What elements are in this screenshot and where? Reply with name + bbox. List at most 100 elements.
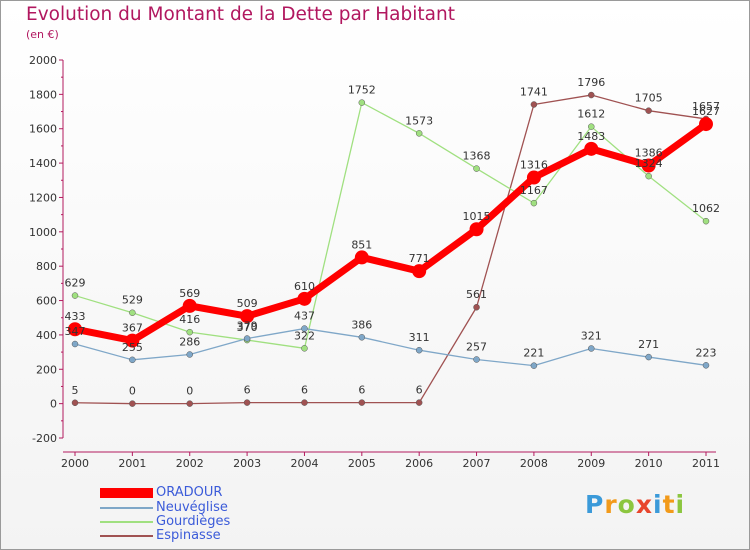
legend-label-oradour: ORADOUR — [156, 485, 223, 500]
x-tick-label: 2001 — [118, 457, 146, 470]
data-label-gourdieges: 416 — [179, 313, 200, 326]
legend-swatch-neuveglise — [100, 507, 153, 509]
data-point-neuveglise — [588, 345, 595, 352]
data-point-espinasse — [186, 400, 193, 407]
x-tick-label: 2005 — [348, 457, 376, 470]
legend-item-espinasse: Espinasse — [100, 528, 340, 543]
data-point-oradour — [699, 117, 713, 132]
legend-label-espinasse: Espinasse — [156, 528, 221, 543]
series-line-oradour — [71, 120, 710, 345]
logo-letter: i — [653, 490, 663, 519]
data-point-oradour — [641, 158, 656, 173]
data-label-espinasse: 6 — [358, 384, 365, 397]
data-point-gourdieges — [702, 217, 710, 225]
legend-item-oradour: ORADOUR — [100, 485, 340, 500]
logo-letter: r — [604, 490, 618, 519]
legend-label-gourdieges: Gourdièges — [156, 514, 231, 529]
legend-label-neuveglise: Neuvéglise — [156, 500, 228, 515]
data-label-espinasse: 1657 — [692, 100, 720, 113]
data-point-gourdieges — [588, 123, 595, 130]
data-label-neuveglise: 379 — [237, 320, 258, 333]
data-point-espinasse — [473, 303, 480, 311]
data-point-espinasse — [358, 399, 366, 406]
data-label-oradour: 1316 — [520, 159, 548, 172]
data-label-oradour: 569 — [179, 287, 200, 300]
data-label-neuveglise: 347 — [65, 325, 86, 338]
series-line-gourdieges — [74, 101, 707, 349]
data-label-espinasse: 1741 — [520, 86, 548, 99]
logo-letter: x — [635, 490, 653, 519]
data-point-gourdieges — [71, 292, 79, 299]
data-label-espinasse: 6 — [244, 384, 251, 397]
x-tick-label: 2008 — [520, 457, 548, 470]
legend-item-gourdieges: Gourdièges — [100, 514, 340, 529]
legend-item-neuveglise: Neuvéglise — [100, 500, 340, 515]
data-point-neuveglise — [702, 362, 710, 369]
data-label-neuveglise: 311 — [409, 331, 430, 344]
y-tick-label: 200 — [36, 363, 57, 376]
data-label-oradour: 509 — [237, 297, 258, 310]
data-point-gourdieges — [473, 165, 480, 172]
data-label-gourdieges: 1573 — [405, 114, 433, 127]
data-point-oradour — [412, 264, 427, 279]
data-label-gourdieges: 1167 — [520, 184, 548, 197]
y-tick-label: 1400 — [29, 157, 57, 170]
data-label-gourdieges: 1612 — [577, 108, 605, 121]
data-point-neuveglise — [186, 351, 193, 358]
data-label-oradour: 1627 — [692, 105, 720, 118]
data-point-oradour — [240, 309, 255, 324]
data-point-neuveglise — [71, 340, 79, 348]
data-label-neuveglise: 437 — [294, 310, 315, 323]
data-point-neuveglise — [129, 356, 136, 364]
y-tick-label: 2000 — [29, 54, 57, 67]
data-point-oradour — [354, 250, 369, 265]
logo-letter: i — [675, 490, 686, 519]
data-point-espinasse — [415, 399, 423, 406]
data-point-gourdieges — [645, 172, 652, 180]
data-label-espinasse: 0 — [186, 385, 193, 398]
data-label-neuveglise: 221 — [523, 347, 544, 360]
data-label-oradour: 1386 — [635, 146, 663, 159]
data-label-espinasse: 561 — [466, 288, 487, 301]
data-label-espinasse: 6 — [301, 384, 308, 397]
data-label-neuveglise: 286 — [179, 335, 200, 348]
data-label-oradour: 610 — [294, 280, 315, 293]
x-tick-label: 2000 — [61, 457, 89, 470]
data-point-gourdieges — [530, 199, 538, 207]
y-tick-label: 400 — [36, 329, 57, 342]
data-point-espinasse — [588, 91, 595, 99]
data-label-espinasse: 6 — [416, 384, 423, 397]
proxiti-logo: Proxiti — [585, 490, 685, 519]
series-line-neuveglise — [74, 327, 707, 367]
data-point-neuveglise — [243, 335, 251, 342]
x-tick-label: 2010 — [635, 457, 663, 470]
data-point-espinasse — [129, 400, 136, 407]
data-point-neuveglise — [301, 325, 308, 332]
data-label-espinasse: 1796 — [577, 76, 605, 89]
y-tick-label: 800 — [36, 260, 57, 273]
data-point-oradour — [182, 298, 197, 313]
data-point-oradour — [68, 322, 82, 337]
data-point-gourdieges — [415, 130, 423, 137]
legend-swatch-espinasse — [100, 535, 153, 537]
series-line-espinasse — [74, 94, 707, 405]
data-label-gourdieges: 1324 — [635, 157, 663, 170]
data-point-neuveglise — [530, 362, 538, 369]
data-label-oradour: 433 — [65, 310, 86, 323]
data-label-gourdieges: 322 — [294, 329, 315, 342]
data-label-gourdieges: 629 — [65, 277, 86, 290]
chart-subtitle: (en €) — [26, 28, 59, 41]
y-tick-label: 600 — [36, 295, 57, 308]
data-point-gourdieges — [186, 328, 193, 336]
data-label-neuveglise: 386 — [351, 318, 372, 331]
data-point-neuveglise — [358, 334, 366, 341]
logo-letter: o — [617, 490, 636, 519]
data-label-neuveglise: 271 — [638, 338, 659, 351]
y-tick-label: 0 — [50, 398, 57, 411]
data-label-espinasse: 5 — [72, 384, 79, 397]
data-point-neuveglise — [415, 346, 423, 354]
logo-letter: P — [585, 490, 605, 519]
data-label-oradour: 1015 — [463, 210, 491, 223]
data-label-espinasse: 0 — [129, 385, 136, 398]
